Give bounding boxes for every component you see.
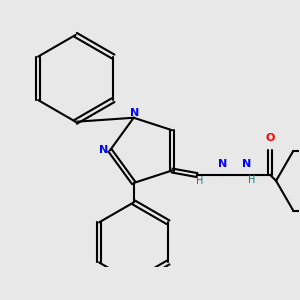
Text: O: O xyxy=(266,133,275,143)
Text: H: H xyxy=(196,176,203,186)
Text: H: H xyxy=(248,175,256,185)
Text: N: N xyxy=(130,108,140,118)
Text: N: N xyxy=(242,159,251,170)
Text: N: N xyxy=(98,146,108,155)
Text: N: N xyxy=(218,159,227,170)
